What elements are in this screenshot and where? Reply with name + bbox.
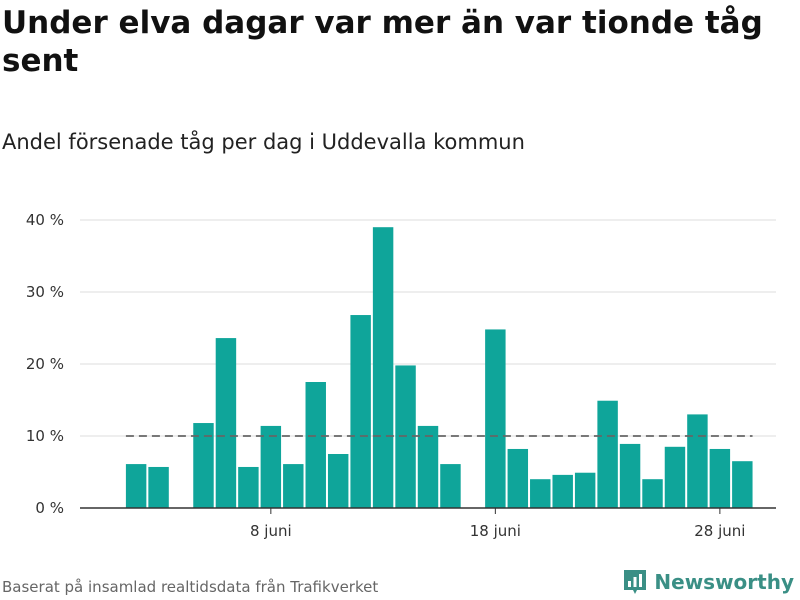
bar <box>574 472 596 508</box>
bar <box>687 414 708 508</box>
gridlines <box>80 219 776 437</box>
bar <box>260 425 282 508</box>
bar <box>440 464 461 508</box>
bar <box>552 474 573 508</box>
y-tick-label: 30 % <box>26 283 64 301</box>
bar <box>215 338 237 508</box>
bar <box>417 425 439 508</box>
y-axis-ticks: 0 % 10 % 20 % 30 % 40 % <box>26 211 64 517</box>
bar <box>193 423 214 508</box>
x-tick-label: 18 juni <box>470 522 521 540</box>
x-tick-label: 8 juni <box>250 522 292 540</box>
bar <box>485 329 506 508</box>
bars <box>125 227 753 508</box>
bar <box>125 464 147 508</box>
bar-chart: 0 % 10 % 20 % 30 % 40 % 8 juni 18 juni 28 juni <box>26 211 776 540</box>
bar <box>327 454 349 508</box>
y-tick-label: 0 % <box>35 499 64 517</box>
bar <box>642 479 663 508</box>
bar <box>732 461 753 508</box>
brand-logo[interactable]: Newsworthy <box>622 568 794 596</box>
bar <box>305 382 326 508</box>
bar <box>238 466 259 508</box>
y-tick-label: 10 % <box>26 427 64 445</box>
x-axis-ticks: 8 juni 18 juni 28 juni <box>250 508 745 540</box>
bar <box>619 443 641 508</box>
bar <box>372 227 394 508</box>
chart-title: Under elva dagar var mer än var tionde t… <box>2 5 763 79</box>
brand-name: Newsworthy <box>654 570 794 594</box>
bar <box>350 315 371 508</box>
source-note: Baserat på insamlad realtidsdata från Tr… <box>2 578 379 596</box>
bar <box>597 400 618 508</box>
bar <box>283 464 304 508</box>
bar <box>530 479 551 508</box>
bar-chart-logo-icon <box>624 570 647 594</box>
bar <box>709 448 731 508</box>
bar <box>148 466 169 508</box>
y-tick-label: 20 % <box>26 355 64 373</box>
bar <box>507 448 529 508</box>
y-tick-label: 40 % <box>26 211 64 229</box>
x-tick-label: 28 juni <box>694 522 745 540</box>
bar <box>664 446 686 508</box>
chart-subtitle: Andel försenade tåg per dag i Uddevalla … <box>2 130 525 154</box>
